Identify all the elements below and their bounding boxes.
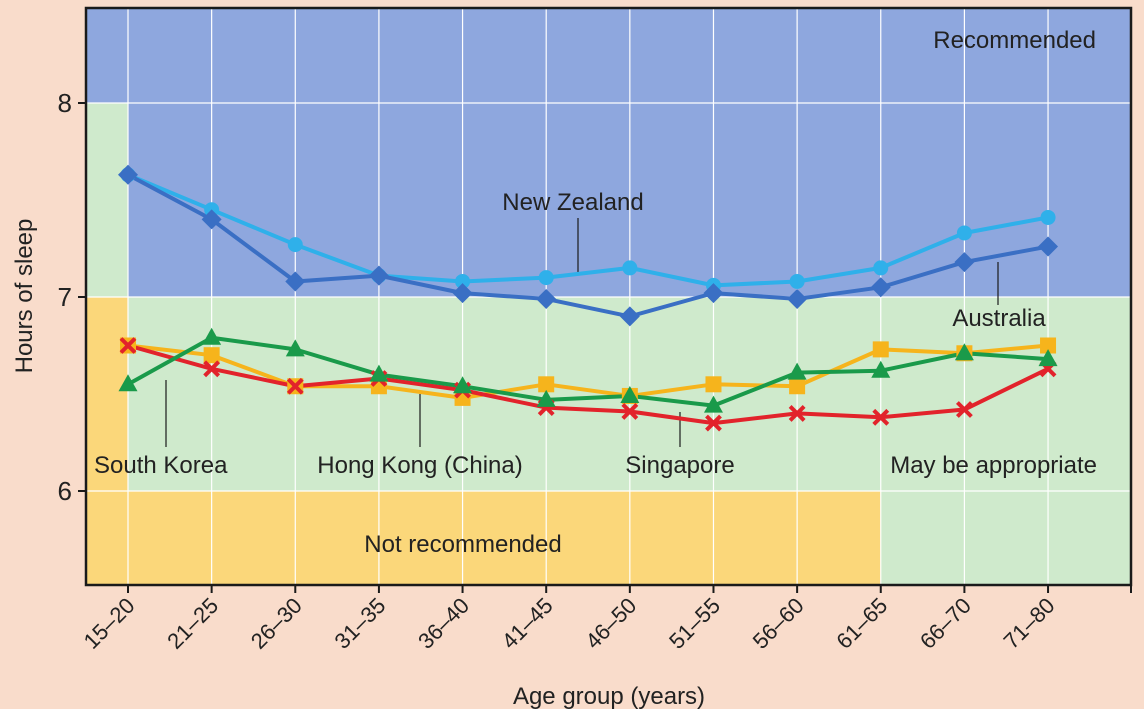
point-south-korea bbox=[703, 395, 723, 413]
series-line-new-zealand bbox=[127, 172, 1049, 288]
point-australia bbox=[703, 283, 724, 304]
zone-label-may-be-appropriate: May be appropriate bbox=[890, 452, 1097, 479]
y-axis-label: Hours of sleep bbox=[11, 219, 38, 374]
x-tick-label: 41–45 bbox=[497, 593, 558, 654]
x-tick-label: 21–25 bbox=[162, 593, 223, 654]
y-tick-label: 6 bbox=[58, 476, 72, 506]
point-south-korea bbox=[202, 327, 222, 345]
point-new-zealand bbox=[873, 260, 889, 276]
x-tick-label: 31–35 bbox=[330, 593, 391, 654]
point-south-korea bbox=[118, 374, 138, 392]
point-australia bbox=[201, 209, 222, 230]
x-tick-label: 15–20 bbox=[79, 593, 140, 654]
point-australia bbox=[619, 306, 640, 327]
x-tick-label: 26–30 bbox=[246, 593, 307, 654]
point-australia bbox=[870, 277, 891, 298]
point-singapore bbox=[621, 403, 639, 420]
point-australia bbox=[1038, 236, 1059, 257]
point-singapore bbox=[872, 408, 890, 426]
zone-not-recommended bbox=[86, 491, 881, 585]
point-hong-kong-china bbox=[538, 376, 555, 393]
point-australia bbox=[368, 265, 389, 286]
series-label-south-korea: South Korea bbox=[94, 452, 228, 479]
point-australia bbox=[285, 271, 306, 292]
point-australia bbox=[452, 283, 473, 304]
point-south-korea bbox=[536, 389, 556, 407]
point-australia bbox=[118, 164, 138, 185]
y-tick-label: 7 bbox=[58, 282, 72, 312]
zone-recommended bbox=[86, 8, 1131, 103]
point-australia bbox=[536, 288, 557, 309]
point-new-zealand bbox=[956, 225, 972, 241]
series-line-singapore bbox=[127, 343, 1049, 426]
point-south-korea bbox=[369, 364, 389, 382]
series-line-australia bbox=[127, 173, 1049, 319]
y-tick-label: 8 bbox=[58, 88, 72, 118]
point-new-zealand bbox=[455, 273, 471, 289]
point-hong-kong-china bbox=[705, 376, 722, 393]
point-hong-kong-china bbox=[203, 347, 220, 364]
point-new-zealand bbox=[789, 273, 805, 289]
point-singapore bbox=[955, 401, 973, 418]
point-hong-kong-china bbox=[872, 341, 889, 358]
zone-label-not-recommended: Not recommended bbox=[364, 531, 561, 558]
point-singapore bbox=[788, 404, 806, 422]
point-south-korea bbox=[954, 343, 974, 361]
point-hong-kong-china bbox=[789, 378, 806, 395]
x-tick-label: 36–40 bbox=[413, 593, 474, 654]
point-south-korea bbox=[1038, 349, 1058, 367]
point-south-korea bbox=[453, 376, 473, 394]
point-new-zealand bbox=[1040, 209, 1056, 225]
point-new-zealand bbox=[538, 270, 554, 286]
point-singapore bbox=[119, 337, 137, 354]
point-australia bbox=[954, 252, 975, 273]
point-south-korea bbox=[620, 385, 640, 403]
series-label-australia: Australia bbox=[952, 305, 1046, 332]
x-tick-label: 51–55 bbox=[664, 593, 725, 654]
point-south-korea bbox=[871, 360, 891, 378]
x-axis-label: Age group (years) bbox=[513, 683, 705, 709]
point-singapore bbox=[286, 377, 304, 395]
point-singapore bbox=[203, 360, 221, 378]
point-new-zealand bbox=[622, 260, 638, 276]
point-new-zealand bbox=[287, 237, 303, 253]
series-label-new-zealand: New Zealand bbox=[502, 189, 643, 216]
series-line-hong-kong-china bbox=[127, 343, 1049, 400]
x-tick-label: 66–70 bbox=[915, 593, 976, 654]
point-south-korea bbox=[285, 339, 305, 357]
series-label-hong-kong: Hong Kong (China) bbox=[317, 452, 522, 479]
zone-label-recommended: Recommended bbox=[933, 27, 1096, 54]
x-tick-label: 71–80 bbox=[999, 593, 1060, 654]
x-tick-label: 61–65 bbox=[831, 593, 892, 654]
point-australia bbox=[787, 288, 808, 309]
x-tick-label: 46–50 bbox=[580, 593, 641, 654]
point-singapore bbox=[705, 414, 722, 432]
x-tick-label: 56–60 bbox=[748, 593, 809, 654]
series-line-south-korea bbox=[127, 335, 1049, 408]
point-hong-kong-china bbox=[1040, 337, 1057, 354]
point-south-korea bbox=[787, 362, 807, 380]
series-label-singapore: Singapore bbox=[625, 452, 734, 479]
